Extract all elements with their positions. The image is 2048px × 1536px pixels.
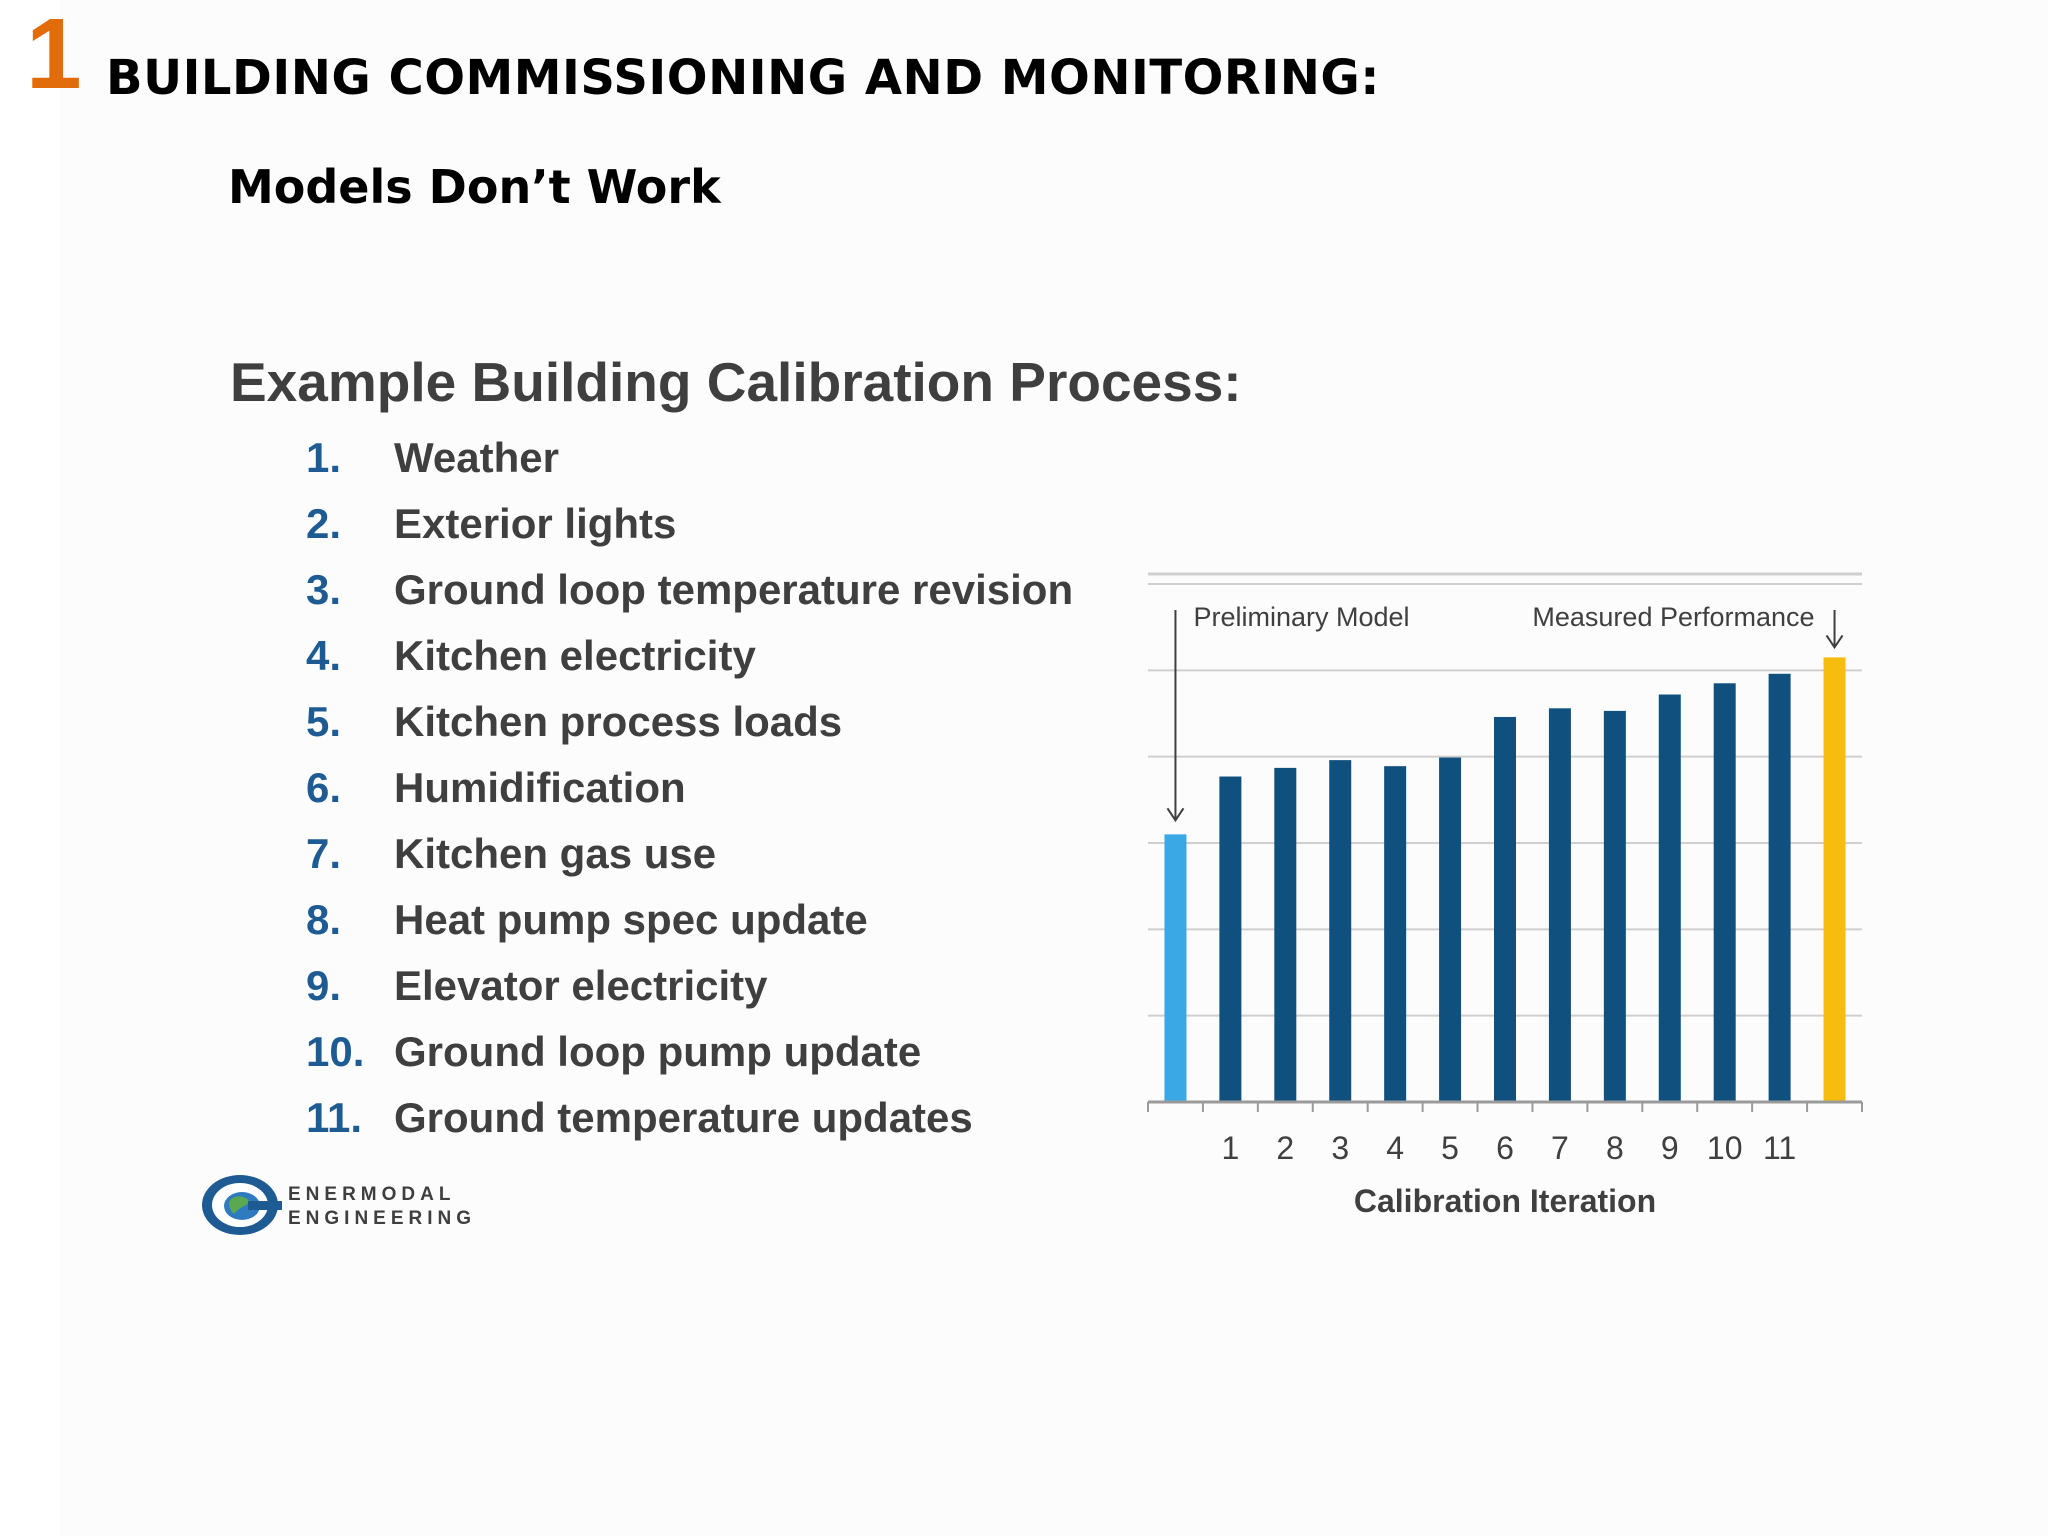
bar-preliminary: [1164, 834, 1187, 1102]
step-number: 10.: [306, 1028, 365, 1075]
step-number: 7.: [306, 830, 342, 877]
bar-iteration-6: [1494, 716, 1516, 1102]
bar-iteration-9: [1658, 694, 1681, 1102]
step-number: 5.: [306, 698, 342, 745]
x-tick-label: 8: [1606, 1130, 1624, 1166]
step-label: Humidification: [394, 764, 686, 811]
bar-iteration-5: [1439, 757, 1462, 1102]
x-tick-label: 3: [1331, 1130, 1349, 1166]
step-label: Elevator electricity: [394, 962, 768, 1009]
bar-iteration-4: [1384, 766, 1407, 1102]
bar-iteration-1: [1219, 776, 1242, 1102]
x-tick-label: 4: [1386, 1130, 1404, 1166]
chart-bars: [1164, 657, 1846, 1102]
bar-iteration-2: [1274, 767, 1297, 1102]
section-title: Example Building Calibration Process:: [230, 351, 1242, 413]
enermodal-logo: ENERMODAL ENGINEERING: [200, 1170, 500, 1240]
step-label: Kitchen gas use: [394, 830, 717, 877]
step-label: Ground loop pump update: [394, 1028, 922, 1075]
x-axis-title: Calibration Iteration: [1354, 1183, 1656, 1219]
x-tick-label: 11: [1763, 1130, 1796, 1166]
logo-globe-icon: [202, 1175, 282, 1235]
bar-measured: [1823, 657, 1846, 1102]
step-number: 9.: [306, 962, 342, 1009]
arrow-preliminary-head: [1166, 807, 1185, 823]
annotation-preliminary-model: Preliminary Model: [1193, 602, 1409, 632]
bar-iteration-3: [1329, 760, 1352, 1102]
bar-iteration-7: [1548, 708, 1571, 1102]
chart-x-axis: [1147, 1100, 1863, 1112]
step-number: 3.: [306, 566, 342, 613]
step-number: 2.: [306, 500, 342, 547]
annotation-measured-performance: Measured Performance: [1532, 602, 1814, 632]
step-label: Kitchen electricity: [394, 632, 756, 679]
x-tick-label: 7: [1551, 1130, 1569, 1166]
x-tick-label: 10: [1707, 1130, 1743, 1166]
step-label: Weather: [394, 434, 559, 481]
step-label: Ground loop temperature revision: [394, 566, 1074, 613]
step-number: 11.: [306, 1094, 363, 1141]
step-number: 6.: [306, 764, 342, 811]
bar-iteration-8: [1603, 710, 1626, 1102]
x-tick-label: 2: [1276, 1130, 1294, 1166]
step-number: 8.: [306, 896, 342, 943]
calibration-bar-chart: 1 2 3 4 5 6 7 8 9 10 11 Calibration Iteration Prel…: [1147, 572, 1863, 1219]
x-tick-label: 9: [1661, 1130, 1679, 1166]
step-number: 1.: [306, 434, 342, 481]
step-label: Exterior lights: [394, 500, 677, 547]
step-label: Kitchen process loads: [394, 698, 843, 745]
step-number: 4.: [306, 632, 342, 679]
annotation-arrows: [1166, 610, 1844, 823]
slide-title: BUILDING COMMISSIONING AND MONITORING:: [106, 50, 1380, 106]
slide-subtitle: Models Don’t Work: [228, 160, 721, 214]
step-label: Ground temperature updates: [394, 1094, 973, 1141]
bar-iteration-10: [1713, 683, 1736, 1102]
logo-text-line1: ENERMODAL: [288, 1184, 456, 1205]
x-tick-label: 1: [1221, 1130, 1239, 1166]
arrow-measured-head: [1825, 634, 1844, 650]
x-tick-label: 5: [1441, 1130, 1459, 1166]
bar-iteration-11: [1768, 673, 1791, 1102]
x-tick-label: 6: [1496, 1130, 1514, 1166]
slide-number: 1: [26, 0, 82, 110]
chart-tick-labels: 1 2 3 4 5 6 7 8 9 10 11: [1221, 1130, 1796, 1166]
logo-text-line2: ENGINEERING: [288, 1208, 477, 1229]
step-label: Heat pump spec update: [394, 896, 868, 943]
